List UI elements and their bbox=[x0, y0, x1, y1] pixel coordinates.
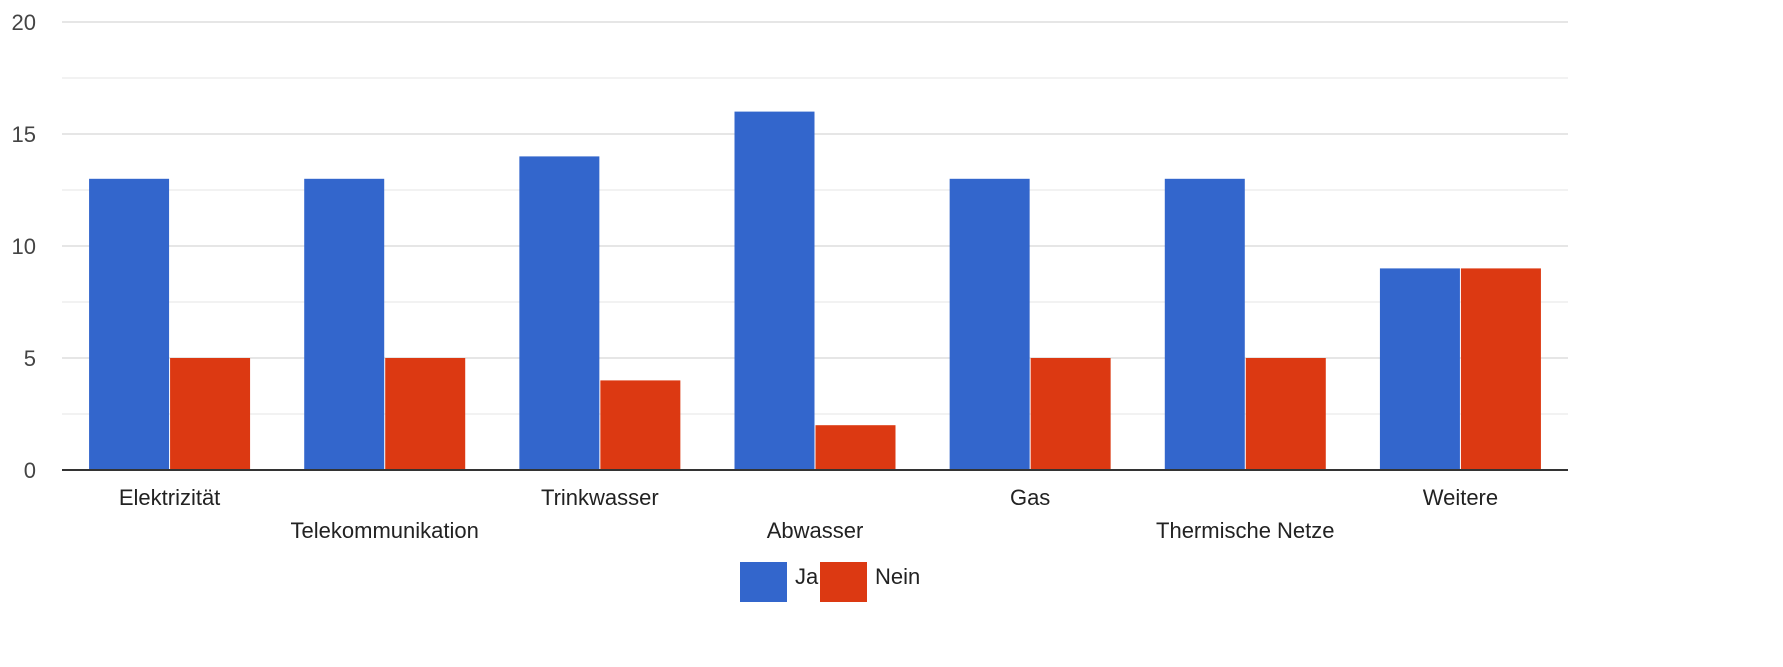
bar-nein bbox=[600, 380, 681, 470]
bar-nein bbox=[1030, 358, 1111, 470]
legend: Ja Nein bbox=[740, 562, 920, 602]
y-tick-label: 15 bbox=[12, 122, 36, 147]
bar-ja bbox=[1164, 178, 1245, 471]
bar-ja bbox=[949, 178, 1030, 471]
legend-label: Ja bbox=[795, 564, 819, 589]
bar-nein bbox=[170, 358, 251, 470]
bar-nein bbox=[385, 358, 466, 470]
bar-ja bbox=[304, 178, 385, 471]
y-tick-label: 20 bbox=[12, 10, 36, 35]
legend-swatch-ja bbox=[740, 562, 787, 602]
x-category-label: Weitere bbox=[1423, 485, 1498, 510]
x-category-label: Thermische Netze bbox=[1156, 518, 1335, 543]
bar-ja bbox=[1379, 268, 1460, 470]
bars-layer bbox=[89, 111, 1541, 471]
x-category-label: Telekommunikation bbox=[291, 518, 479, 543]
x-category-label: Abwasser bbox=[767, 518, 864, 543]
bar-ja bbox=[734, 111, 815, 470]
legend-label: Nein bbox=[875, 564, 920, 589]
x-category-label: Gas bbox=[1010, 485, 1050, 510]
y-tick-label: 0 bbox=[24, 458, 36, 483]
y-axis-tick-labels: 0 5 10 15 20 bbox=[12, 10, 36, 483]
x-axis-category-labels: Elektrizität Telekommunikation Trinkwasser… bbox=[119, 485, 1498, 543]
y-tick-label: 5 bbox=[24, 346, 36, 371]
bar-ja bbox=[519, 156, 600, 470]
x-category-label: Elektrizität bbox=[119, 485, 220, 510]
y-tick-label: 10 bbox=[12, 234, 36, 259]
legend-swatch-nein bbox=[820, 562, 867, 602]
bar-ja bbox=[89, 178, 170, 471]
bar-nein bbox=[1460, 268, 1541, 470]
x-category-label: Trinkwasser bbox=[541, 485, 659, 510]
bar-nein bbox=[815, 425, 896, 470]
bar-nein bbox=[1245, 358, 1326, 470]
grid-layer bbox=[62, 21, 1568, 415]
